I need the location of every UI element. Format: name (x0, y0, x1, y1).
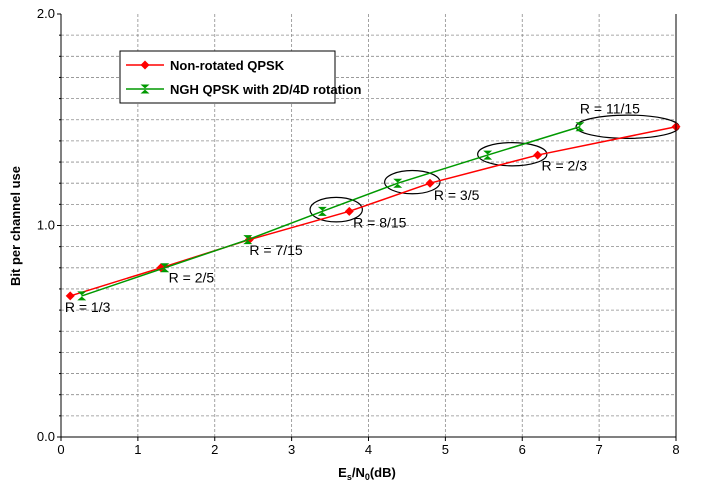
x-tick-label: 2 (211, 442, 218, 457)
legend-item-ngh-rotation: NGH QPSK with 2D/4D rotation (126, 82, 361, 97)
rate-label: R = 2/3 (541, 158, 587, 174)
rate-label: R = 7/15 (249, 242, 303, 258)
axes: 0 1 2 3 4 5 6 7 8 0.0 1.0 2.0 (37, 6, 680, 457)
data-point-hourglass (575, 122, 585, 132)
rate-label: R = 2/5 (169, 270, 215, 286)
y-tick-label: 2.0 (37, 6, 55, 21)
rate-ellipse (477, 141, 548, 167)
legend-label-non-rotated: Non-rotated QPSK (170, 58, 285, 73)
data-point-hourglass (393, 178, 403, 188)
legend-box (119, 50, 336, 104)
legend-label-ngh-rotation: NGH QPSK with 2D/4D rotation (170, 82, 361, 97)
data-point-diamond (344, 206, 354, 216)
rate-ellipse (384, 169, 441, 195)
rate-label: R = 11/15 (580, 100, 640, 116)
legend: Non-rotated QPSK NGH QPSK with 2D/4D rot… (119, 50, 361, 104)
data-point-diamond (425, 178, 435, 188)
x-tick-label: 6 (519, 442, 526, 457)
x-tick-label: 7 (596, 442, 603, 457)
y-axis-title: Bit per channel use (8, 166, 23, 286)
x-tick-label: 1 (134, 442, 141, 457)
data-point-hourglass (160, 263, 170, 273)
x-tick-label: 0 (57, 442, 64, 457)
x-tick-label: 3 (288, 442, 295, 457)
data-point-diamond (65, 291, 75, 301)
rate-label: R = 3/5 (434, 187, 480, 203)
legend-marker-hourglass (140, 84, 150, 94)
rate-annotations: R = 1/3 R = 2/5 R = 7/15 R = 8/15 R = 3/5 R =… (65, 100, 640, 315)
legend-marker-diamond (140, 60, 150, 70)
y-tick-label: 0.0 (37, 429, 55, 444)
rate-label: R = 1/3 (65, 299, 111, 315)
rate-label: R = 8/15 (353, 215, 407, 231)
data-point-hourglass (77, 291, 87, 301)
x-tick-label: 4 (365, 442, 372, 457)
series-layer (65, 122, 681, 301)
y-tick-label: 1.0 (37, 218, 55, 233)
data-point-hourglass (243, 235, 253, 245)
data-point-hourglass (317, 206, 327, 216)
x-axis-title: Es/N0(dB) (338, 465, 396, 482)
rate-ellipse (309, 196, 363, 223)
data-point-diamond (533, 150, 543, 160)
x-tick-label: 5 (442, 442, 449, 457)
x-tick-label: 8 (672, 442, 679, 457)
legend-item-non-rotated: Non-rotated QPSK (126, 58, 285, 73)
data-point-hourglass (483, 150, 493, 160)
